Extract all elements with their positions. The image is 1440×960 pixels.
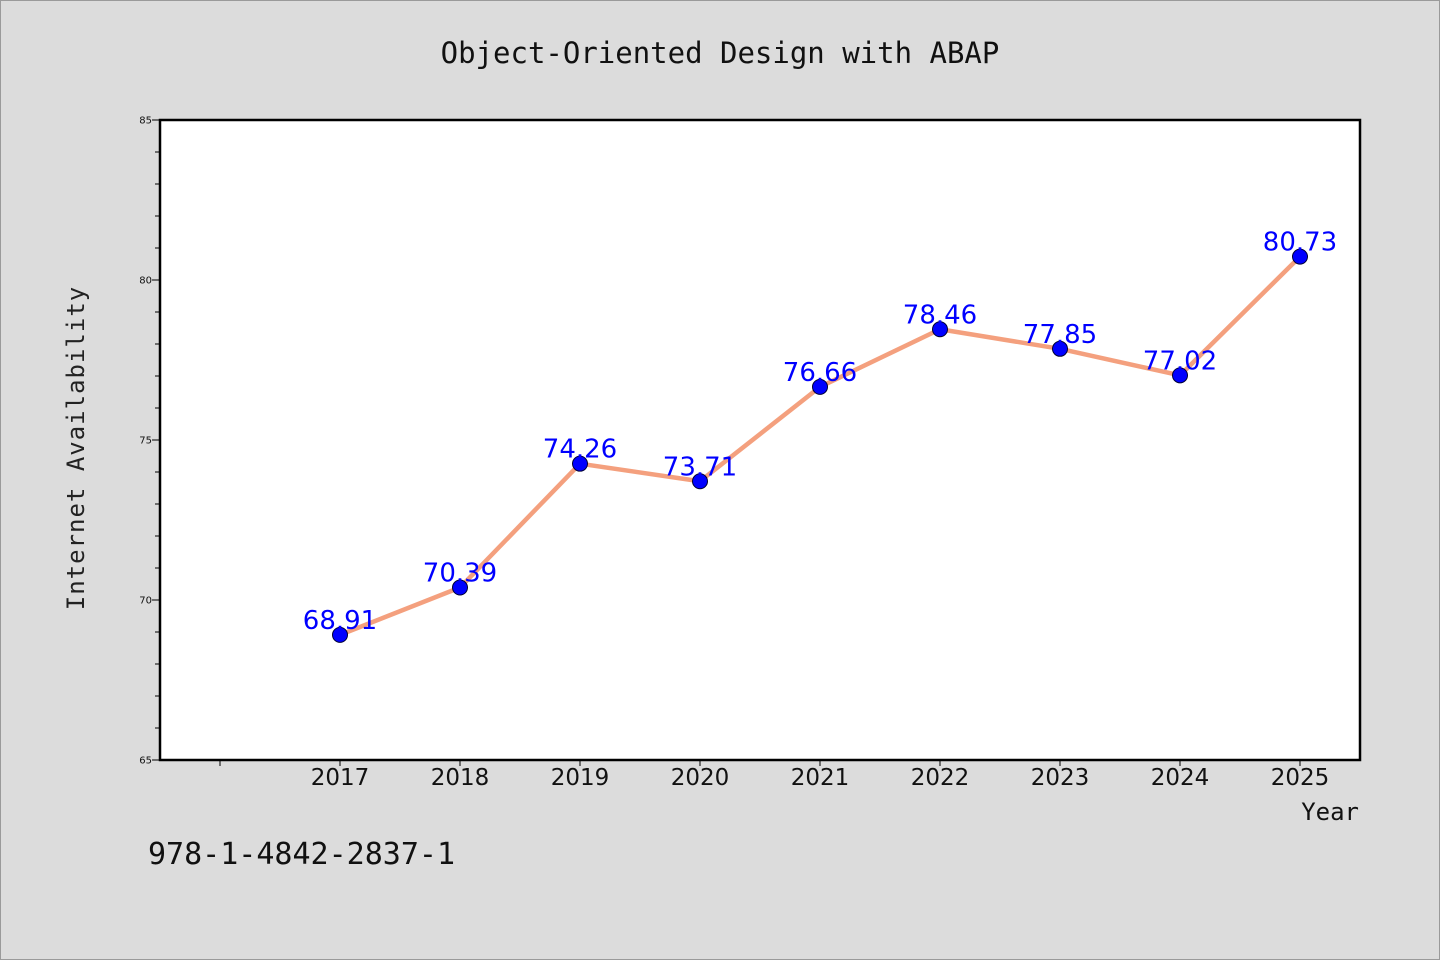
data-label: 78.46 bbox=[903, 300, 977, 330]
x-tick-label: 2023 bbox=[1031, 765, 1090, 791]
x-tick-label: 2021 bbox=[791, 765, 850, 791]
y-tick-label: 65 bbox=[139, 756, 152, 767]
data-point bbox=[452, 579, 468, 596]
data-label: 76.66 bbox=[783, 358, 857, 388]
data-label: 77.02 bbox=[1143, 346, 1217, 376]
data-point bbox=[812, 378, 828, 395]
y-tick-label: 80 bbox=[139, 276, 152, 287]
data-labels: 68.91 70.39 74.26 73.71 76.66 78.46 77.85 77.02… bbox=[303, 228, 1337, 636]
data-label: 68.91 bbox=[303, 606, 377, 636]
data-point bbox=[332, 626, 348, 643]
x-tick-label: 2018 bbox=[431, 765, 490, 791]
data-point bbox=[692, 473, 708, 490]
y-tick-label: 75 bbox=[139, 436, 152, 447]
data-label: 77.85 bbox=[1023, 320, 1097, 350]
y-axis: 65 70 75 80 85 bbox=[139, 116, 160, 767]
data-label: 80.73 bbox=[1263, 228, 1337, 258]
data-point bbox=[1292, 248, 1308, 265]
data-markers bbox=[332, 248, 1308, 643]
data-label: 74.26 bbox=[543, 435, 617, 465]
plot-area bbox=[160, 120, 1360, 760]
x-axis: 2017 2018 2019 2020 2021 2022 2023 2024 2025 bbox=[219, 760, 1330, 791]
chart-title: Object-Oriented Design with ABAP bbox=[441, 36, 1000, 70]
data-point bbox=[932, 321, 948, 338]
isbn-label: 978-1-4842-2837-1 bbox=[148, 837, 455, 872]
y-axis-label: Internet Availability bbox=[62, 286, 90, 610]
data-label: 73.71 bbox=[663, 452, 737, 482]
x-tick-label: 2022 bbox=[911, 765, 970, 791]
data-point bbox=[1172, 367, 1188, 384]
x-tick-label: 2025 bbox=[1271, 765, 1330, 791]
x-tick-label: 2024 bbox=[1151, 765, 1210, 791]
data-label: 70.39 bbox=[423, 559, 497, 589]
plot-border bbox=[158, 118, 1362, 762]
data-point bbox=[572, 455, 588, 472]
x-tick-label: 2020 bbox=[671, 765, 730, 791]
y-tick-label: 70 bbox=[139, 596, 152, 607]
x-tick-label: 2019 bbox=[551, 765, 610, 791]
data-point bbox=[1052, 340, 1068, 357]
x-tick-label: 2017 bbox=[311, 765, 370, 791]
y-tick-label: 85 bbox=[139, 116, 152, 127]
x-axis-label: Year bbox=[1301, 798, 1359, 826]
